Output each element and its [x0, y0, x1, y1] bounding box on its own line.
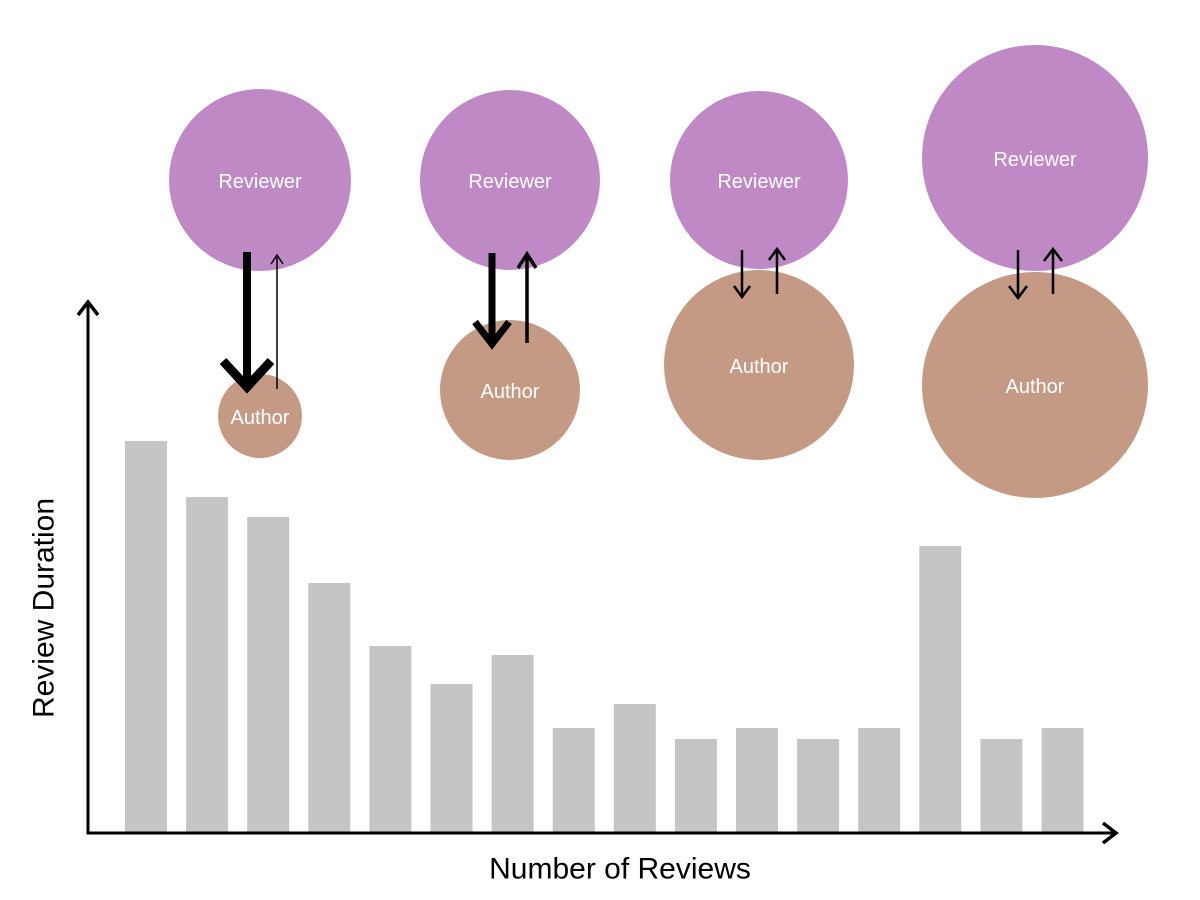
reviewer-circle	[420, 90, 600, 270]
bar-5	[369, 646, 412, 833]
reviewer-circle	[670, 91, 848, 269]
author-circle	[922, 272, 1148, 498]
x-axis-arrowhead-icon	[1101, 821, 1119, 845]
author-to-reviewer-arrow-head-icon	[516, 250, 538, 269]
bar-6	[430, 684, 473, 833]
author-circle	[664, 270, 854, 460]
bar-2	[186, 497, 229, 833]
bar-10	[674, 739, 717, 833]
bar-9	[613, 704, 656, 833]
y-axis-label: Review Duration	[28, 498, 61, 718]
reviewer-author-pair-2: Reviewer Author	[420, 90, 600, 460]
reviewer-to-author-arrow-head-icon	[1008, 285, 1028, 301]
reviewer-to-author-arrow-head-icon	[732, 285, 752, 300]
author-circle	[218, 374, 302, 458]
author-circle-label: Author	[730, 356, 789, 378]
reviewer-author-pair-4: Reviewer Author	[922, 45, 1148, 498]
bars-group	[125, 441, 1084, 833]
bar-3	[247, 517, 290, 833]
author-circle-label: Author	[231, 407, 290, 429]
bar-1	[125, 441, 167, 833]
bar-12	[797, 739, 840, 833]
reviewer-circle	[922, 45, 1148, 271]
reviewer-to-author-arrow-head-icon	[219, 357, 275, 394]
bar-13	[858, 728, 901, 833]
author-circle-label: Author	[481, 381, 540, 403]
bar-8	[552, 728, 595, 833]
reviewer-circle-label: Reviewer	[218, 171, 302, 193]
bar-4	[308, 583, 351, 833]
reviewer-circle-label: Reviewer	[468, 171, 552, 193]
bar-15	[980, 739, 1023, 833]
author-to-reviewer-arrow-head-icon	[270, 253, 284, 265]
reviewer-circle-label: Reviewer	[717, 171, 801, 193]
author-circle	[440, 320, 580, 460]
reviewer-circle	[169, 89, 351, 271]
reviewer-to-author-arrow-head-icon	[472, 319, 512, 350]
x-axis-label: Number of Reviews	[489, 853, 751, 886]
author-to-reviewer-arrow-head-icon	[767, 246, 787, 261]
pairs-group: Reviewer Author Reviewer Author Reviewer Auth…	[169, 45, 1148, 498]
bar-7	[491, 655, 534, 833]
axes-group	[76, 299, 1119, 845]
reviewer-author-pair-3: Reviewer Author	[664, 91, 854, 460]
bar-11	[736, 728, 778, 833]
reviewer-author-pair-1: Reviewer Author	[169, 89, 351, 458]
author-circle-label: Author	[1006, 376, 1065, 398]
reviewer-circle-label: Reviewer	[993, 149, 1077, 171]
author-to-reviewer-arrow-head-icon	[1043, 246, 1063, 262]
bar-16	[1041, 728, 1084, 833]
y-axis-arrowhead-icon	[76, 299, 100, 317]
bar-14	[919, 546, 962, 833]
